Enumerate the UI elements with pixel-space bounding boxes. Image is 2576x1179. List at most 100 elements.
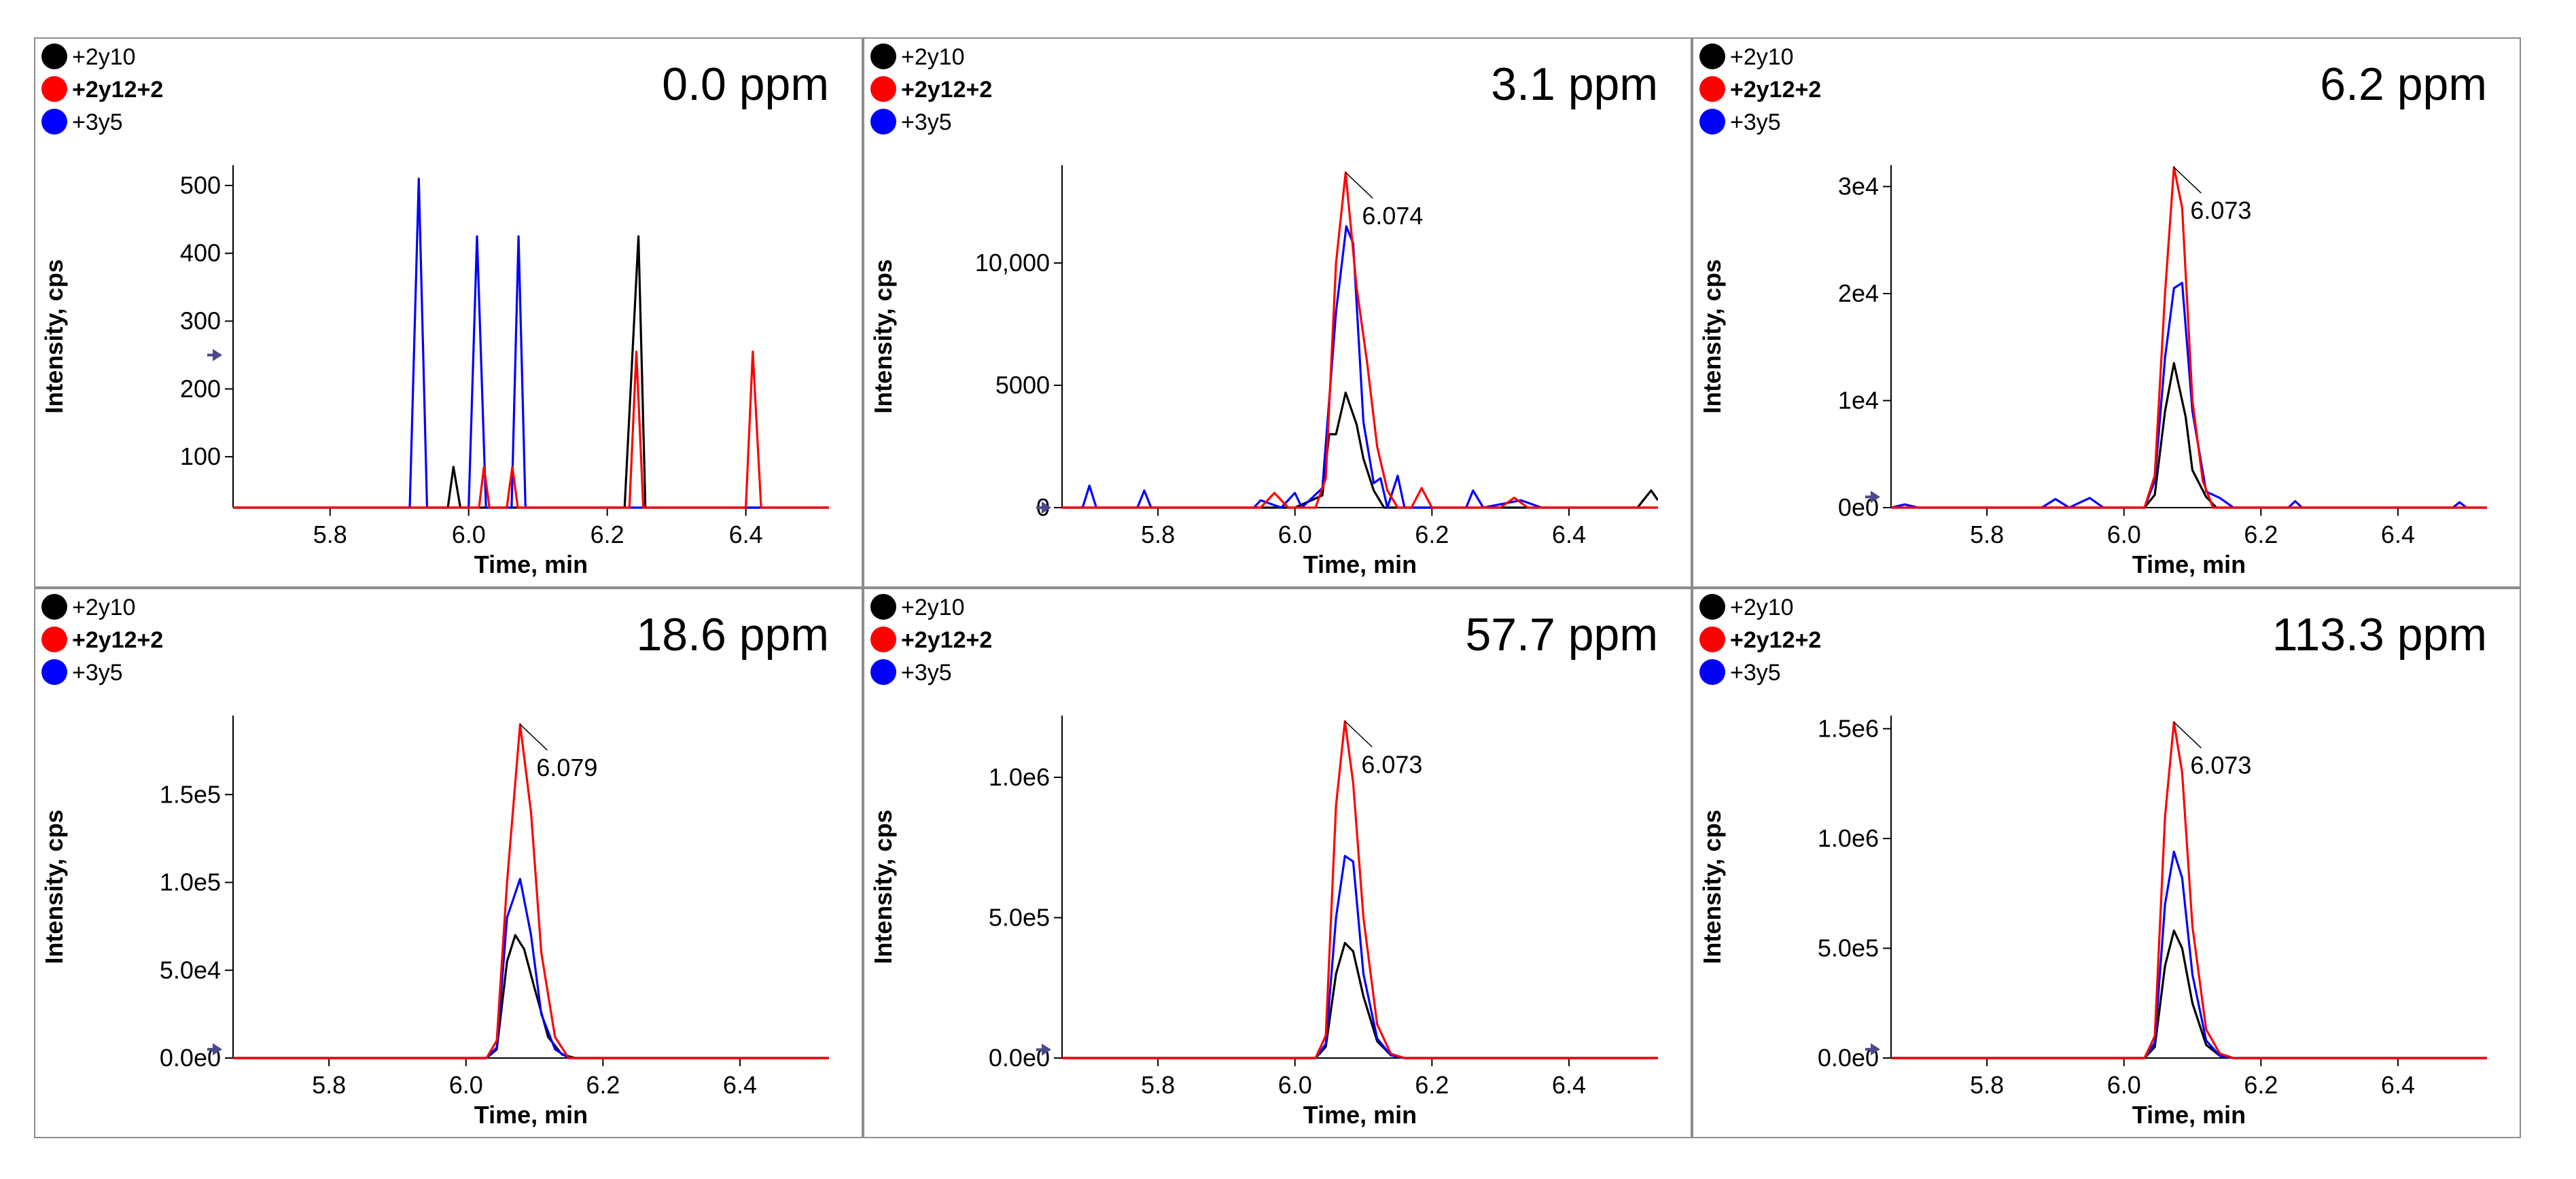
chart-panel-6: +2y10 +2y12+2 +3y5 113.3 ppm 5.8 6.0 6.2 6.4 0.0… — [1691, 587, 2522, 1142]
peak-annotation-leader — [1344, 720, 1373, 747]
chart-panel-1: +2y10 +2y12+2 +3y5 0.0 ppm 5.8 6.0 6.2 6.4 100 20… — [33, 37, 864, 591]
x-tick-label: 6.2 — [1415, 1071, 1449, 1099]
x-tick-label: 6.4 — [729, 521, 763, 548]
y-tick-label: 3e4 — [1838, 173, 1879, 200]
panel-border — [1691, 37, 2522, 588]
x-tick-label: 5.8 — [1970, 521, 2004, 548]
series-line-p2y12p2 — [233, 350, 829, 509]
panel-border — [862, 37, 1693, 588]
legend-marker — [41, 594, 67, 620]
legend-label: +3y5 — [72, 660, 123, 686]
panel-border — [862, 587, 1693, 1139]
x-tick-label: 6.4 — [2381, 1071, 2415, 1099]
x-axis-label: Time, min — [1303, 550, 1417, 578]
legend-label: +2y12+2 — [901, 627, 992, 653]
series-line-p2y10 — [233, 235, 829, 509]
legend-label: +2y10 — [1730, 595, 1794, 620]
chart-svg: +2y10 +2y12+2 +3y5 0.0 ppm 5.8 6.0 6.2 6.4 100 20… — [33, 37, 864, 588]
y-tick-label: 400 — [180, 239, 221, 267]
y-tick-label: 5000 — [995, 371, 1050, 399]
y-axis-label: Intensity, cps — [1698, 809, 1726, 964]
y-tick-label: 300 — [180, 307, 221, 335]
legend-label: +2y12+2 — [72, 627, 163, 653]
y-tick-label: 200 — [180, 374, 221, 402]
legend-marker — [870, 76, 896, 102]
baseline-marker-icon — [1036, 501, 1051, 514]
x-tick-label: 5.8 — [1141, 1071, 1175, 1099]
legend-label: +2y10 — [1730, 44, 1794, 70]
legend-marker — [41, 76, 67, 102]
legend-label: +3y5 — [1730, 660, 1781, 686]
legend-label: +2y12+2 — [901, 77, 992, 103]
y-tick-label: 5.0e5 — [1818, 934, 1879, 962]
x-tick-label: 6.2 — [2244, 1071, 2278, 1099]
legend-label: +3y5 — [1730, 109, 1781, 135]
y-tick-label: 1.0e6 — [1818, 824, 1879, 852]
y-tick-label: 1.0e6 — [989, 763, 1050, 791]
peak-annotation-leader — [1345, 172, 1373, 199]
x-tick-label: 6.0 — [452, 521, 486, 548]
series-line-p3y5 — [1891, 850, 2487, 1059]
legend-label: +2y12+2 — [1730, 77, 1821, 103]
peak-annotation-label: 6.073 — [2190, 752, 2251, 779]
x-tick-label: 5.8 — [1141, 521, 1175, 548]
series-line-p2y12p2 — [1891, 721, 2487, 1059]
chart-grid: +2y10 +2y12+2 +3y5 0.0 ppm 5.8 6.0 6.2 6.4 100 20… — [33, 37, 2522, 1139]
y-axis-label: Intensity, cps — [40, 809, 68, 964]
x-tick-label: 6.4 — [723, 1071, 757, 1099]
x-axis-label: Time, min — [474, 550, 588, 578]
peak-annotation-label: 6.073 — [1361, 750, 1422, 778]
series-line-p2y12p2 — [1891, 166, 2487, 509]
x-axis-label: Time, min — [474, 1101, 588, 1129]
y-tick-label: 1e4 — [1838, 387, 1879, 415]
legend-marker — [870, 43, 896, 69]
legend-label: +3y5 — [72, 109, 123, 135]
chart-panel-4: +2y10 +2y12+2 +3y5 18.6 ppm 5.8 6.0 6.2 6.4 0.0e… — [33, 587, 864, 1142]
series-line-p2y10 — [1062, 942, 1658, 1059]
x-tick-label: 6.2 — [1415, 521, 1449, 548]
series-line-p3y5 — [233, 177, 829, 509]
series-line-p2y12p2 — [233, 723, 829, 1059]
legend-label: +2y10 — [901, 44, 965, 70]
legend-marker — [41, 109, 67, 135]
legend-marker — [1699, 594, 1725, 620]
chart-title: 57.7 ppm — [1465, 609, 1658, 661]
baseline-marker-icon — [1865, 1043, 1880, 1056]
series-line-p3y5 — [1062, 225, 1658, 509]
y-tick-label: 1.0e5 — [160, 868, 221, 896]
x-tick-label: 5.8 — [312, 1071, 346, 1099]
x-tick-label: 6.0 — [2107, 521, 2141, 548]
series-line-p2y10 — [1891, 362, 2487, 509]
y-tick-label: 5.0e5 — [989, 903, 1050, 931]
legend-marker — [1699, 43, 1725, 69]
legend-marker — [41, 627, 67, 652]
legend-marker — [870, 109, 896, 135]
peak-annotation-label: 6.074 — [1362, 202, 1423, 230]
chart-title: 0.0 ppm — [662, 58, 829, 110]
legend-marker — [1699, 76, 1725, 102]
baseline-marker-icon — [1036, 1043, 1051, 1056]
peak-annotation-leader — [519, 724, 548, 751]
chart-svg: +2y10 +2y12+2 +3y5 57.7 ppm 5.8 6.0 6.2 6.4 0.0e… — [862, 587, 1693, 1139]
baseline-marker-icon — [1865, 491, 1880, 504]
legend-label: +2y10 — [72, 44, 136, 70]
x-tick-label: 5.8 — [313, 521, 347, 548]
peak-annotation-label: 6.073 — [2190, 196, 2251, 224]
chart-title: 3.1 ppm — [1491, 58, 1658, 110]
legend-label: +3y5 — [901, 660, 952, 686]
legend-marker — [41, 659, 67, 685]
y-tick-label: 5.0e4 — [160, 956, 221, 984]
x-axis-label: Time, min — [2132, 550, 2246, 578]
x-tick-label: 6.0 — [1278, 521, 1312, 548]
series-line-p2y12p2 — [1062, 171, 1658, 509]
x-axis-label: Time, min — [1303, 1101, 1417, 1129]
peak-annotation-leader — [2173, 722, 2202, 749]
x-tick-label: 6.2 — [2244, 521, 2278, 548]
panel-border — [1691, 587, 2522, 1139]
chart-title: 113.3 ppm — [2272, 609, 2487, 661]
